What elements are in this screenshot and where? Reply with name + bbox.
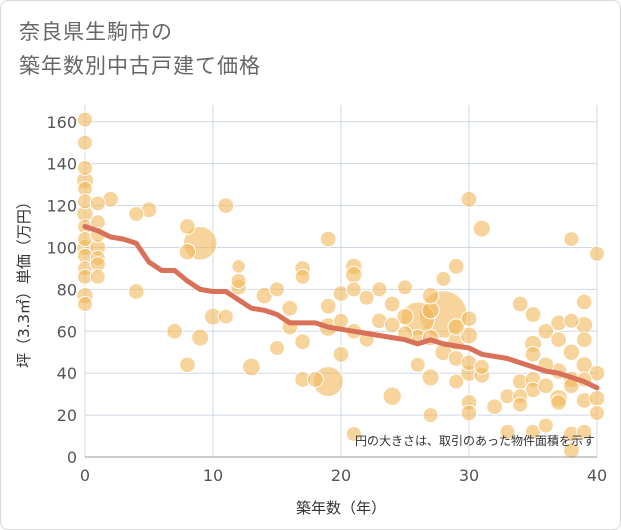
data-point-bubble bbox=[421, 286, 440, 305]
data-point-bubble bbox=[217, 308, 234, 325]
bubble-series bbox=[75, 111, 606, 460]
data-point-bubble bbox=[242, 357, 261, 377]
data-point-bubble bbox=[332, 345, 350, 363]
y-axis-label: 坪（3.3㎡）単価（万円） bbox=[15, 194, 33, 368]
y-tick-label: 140 bbox=[46, 155, 77, 174]
data-point-bubble bbox=[230, 273, 247, 289]
data-point-bubble bbox=[127, 283, 145, 300]
data-point-bubble bbox=[166, 322, 183, 340]
data-point-bubble bbox=[562, 343, 581, 361]
data-point-bubble bbox=[371, 281, 388, 298]
y-tick-label: 160 bbox=[46, 113, 77, 132]
data-point-bubble bbox=[319, 230, 337, 248]
data-point-bubble bbox=[77, 159, 93, 176]
data-point-bubble bbox=[486, 398, 503, 416]
data-point-bubble bbox=[269, 340, 285, 357]
x-tick-label: 30 bbox=[459, 466, 479, 485]
data-point-bubble bbox=[563, 231, 580, 248]
data-point-bubble bbox=[550, 331, 567, 349]
data-point-bubble bbox=[563, 442, 580, 460]
data-point-bubble bbox=[179, 356, 196, 374]
data-point-bubble bbox=[576, 423, 593, 440]
axes: 0 20 40 60 80 100 120 140 160 0 10 20 30 40 bbox=[46, 113, 607, 485]
trend-line bbox=[82, 224, 600, 391]
x-tick-label: 0 bbox=[80, 466, 90, 485]
data-point-bubble bbox=[575, 293, 593, 311]
data-point-bubble bbox=[499, 423, 516, 440]
data-point-bubble bbox=[281, 299, 299, 317]
chart-title: 奈良県生駒市の 築年数別中古戸建て価格 bbox=[19, 15, 261, 83]
size-legend-note: 円の大きさは、取引のあった物件面積を示す bbox=[355, 433, 595, 448]
data-point-bubble bbox=[397, 279, 413, 296]
data-point-bubble bbox=[128, 205, 145, 222]
x-tick-label: 10 bbox=[203, 466, 223, 485]
x-tick-label: 20 bbox=[331, 466, 351, 485]
data-point-bubble bbox=[89, 268, 106, 285]
data-point-bubble bbox=[460, 190, 478, 208]
data-point-bubble bbox=[537, 377, 555, 395]
data-point-bubble bbox=[524, 345, 542, 363]
y-tick-label: 40 bbox=[57, 364, 77, 383]
data-point-bubble bbox=[179, 218, 196, 235]
chart-title-line-1: 奈良県生駒市の bbox=[19, 20, 173, 44]
data-point-bubble bbox=[524, 306, 542, 323]
data-point-bubble bbox=[191, 328, 210, 347]
data-point-bubble bbox=[383, 316, 401, 334]
chart-title-line-2: 築年数別中古戸建て価格 bbox=[19, 54, 261, 78]
y-tick-label: 120 bbox=[46, 197, 77, 216]
data-point-bubble bbox=[447, 318, 465, 336]
data-point-bubble bbox=[537, 322, 555, 340]
data-point-bubble bbox=[396, 307, 414, 326]
data-point-bubble bbox=[421, 368, 440, 387]
data-point-bubble bbox=[511, 295, 529, 313]
data-point-bubble bbox=[460, 404, 478, 422]
data-point-bubble bbox=[422, 407, 439, 424]
y-tick-label: 60 bbox=[57, 322, 77, 341]
data-point-bubble bbox=[460, 310, 478, 328]
data-point-bubble bbox=[563, 312, 580, 329]
data-point-bubble bbox=[473, 358, 490, 375]
data-point-bubble bbox=[77, 296, 93, 313]
data-point-bubble bbox=[435, 270, 452, 287]
data-point-bubble bbox=[77, 134, 93, 151]
data-point-bubble bbox=[383, 295, 401, 313]
data-point-bubble bbox=[294, 268, 311, 285]
data-point-bubble bbox=[575, 331, 593, 349]
data-point-bubble bbox=[409, 356, 426, 373]
x-tick-label: 40 bbox=[587, 466, 607, 485]
data-point-bubble bbox=[231, 259, 246, 274]
y-tick-label: 100 bbox=[46, 238, 77, 257]
data-point-bubble bbox=[178, 242, 197, 261]
data-point-bubble bbox=[319, 297, 337, 315]
data-point-bubble bbox=[345, 281, 362, 298]
data-point-bubble bbox=[512, 396, 529, 413]
y-tick-label: 20 bbox=[57, 406, 77, 425]
data-point-bubble bbox=[472, 219, 491, 238]
data-point-bubble bbox=[447, 257, 465, 275]
grid-lines bbox=[84, 105, 598, 458]
data-point-bubble bbox=[77, 111, 93, 128]
data-point-bubble bbox=[269, 281, 285, 298]
data-point-bubble bbox=[448, 373, 465, 390]
data-point-bubble bbox=[345, 265, 363, 284]
y-tick-label: 0 bbox=[67, 448, 77, 467]
data-point-bubble bbox=[358, 289, 375, 306]
y-tick-label: 80 bbox=[57, 280, 77, 299]
data-point-bubble bbox=[589, 245, 605, 262]
data-point-bubble bbox=[537, 417, 554, 434]
data-point-bubble bbox=[525, 423, 541, 440]
data-point-bubble bbox=[589, 405, 605, 421]
data-point-bubble bbox=[345, 425, 362, 442]
data-point-bubble bbox=[550, 394, 567, 411]
data-point-bubble bbox=[307, 371, 324, 388]
data-point-bubble bbox=[588, 389, 606, 407]
data-point-bubble bbox=[217, 197, 235, 214]
x-axis-label: 築年数（年） bbox=[296, 499, 386, 517]
data-point-bubble bbox=[294, 333, 311, 351]
trend-line-group bbox=[82, 224, 600, 391]
data-point-bubble bbox=[89, 195, 106, 212]
data-point-bubble bbox=[382, 386, 402, 406]
